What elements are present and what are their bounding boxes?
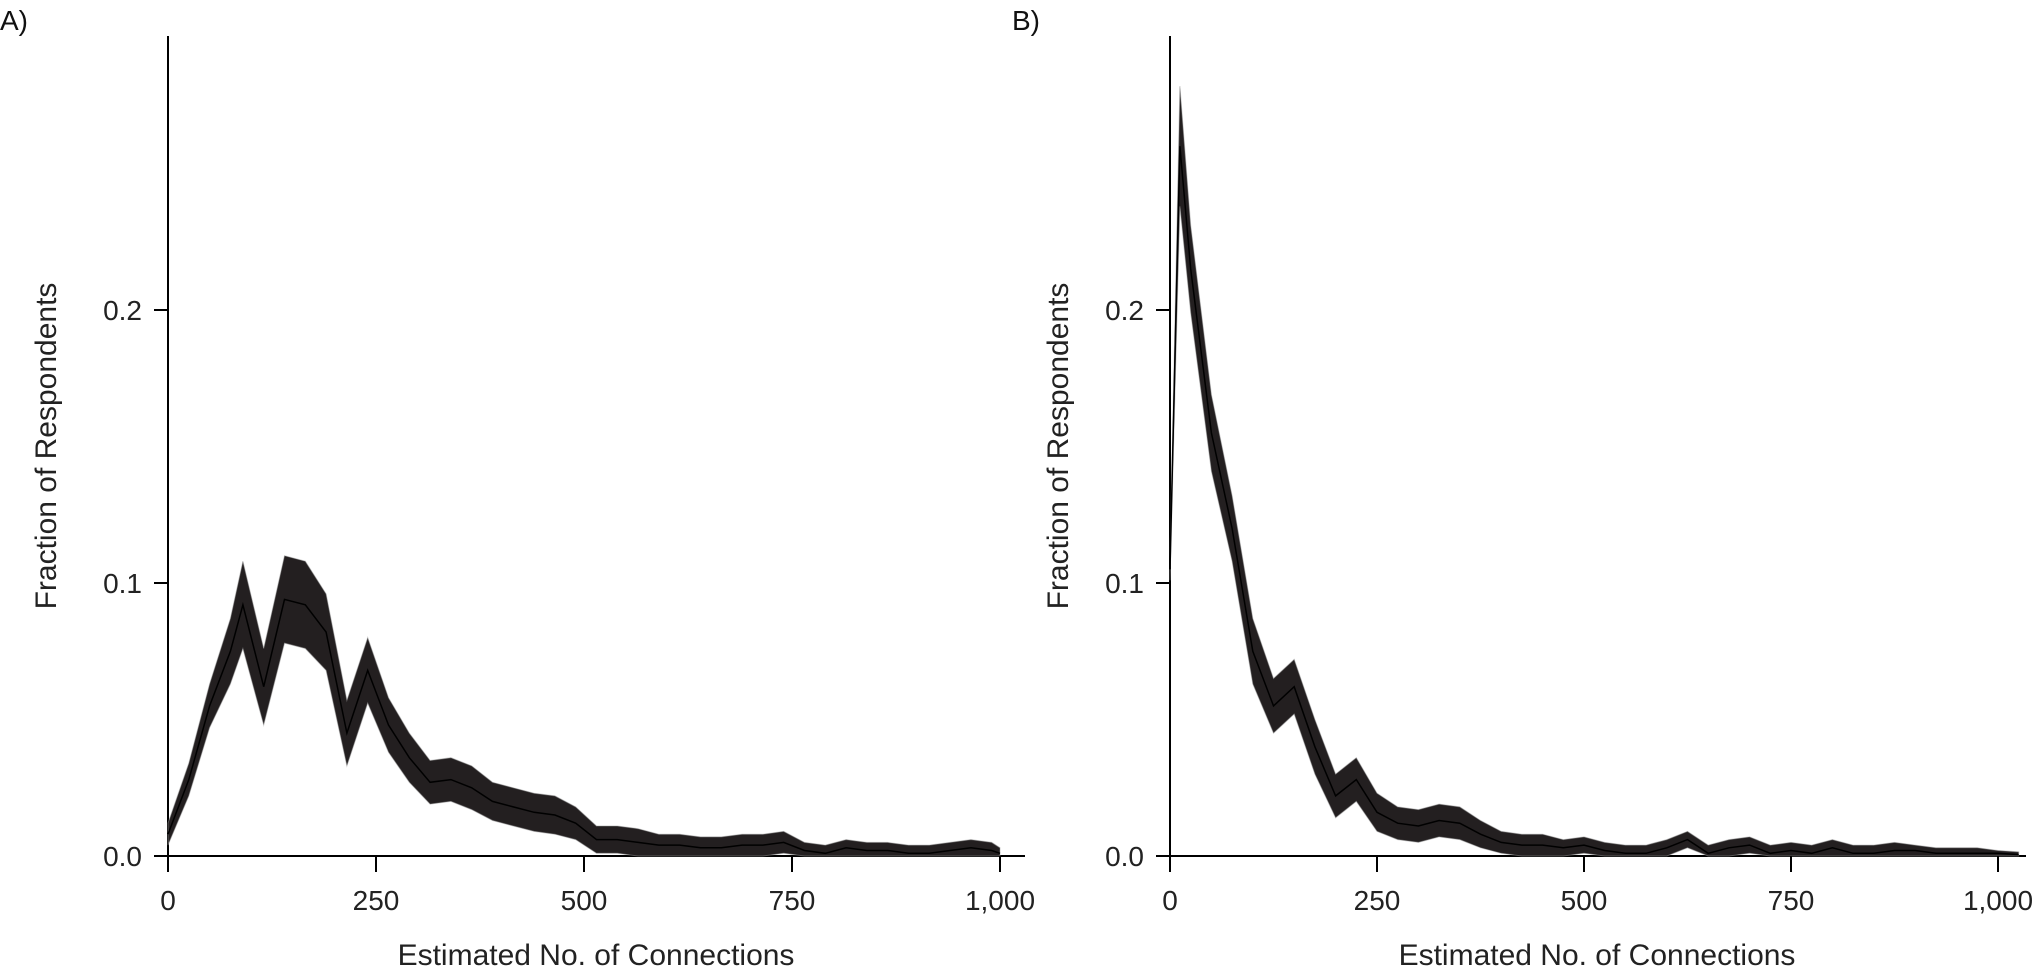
- x-tick-label: 250: [1354, 885, 1401, 916]
- panel-a-label: A): [0, 5, 28, 36]
- series-band: [1169, 86, 2020, 857]
- x-tick-label: 500: [561, 885, 608, 916]
- series-line: [1169, 146, 2019, 856]
- panel-b-ticks: 0 250 500 750 1,000 0.0 0.1 0.2: [1105, 295, 2033, 916]
- panel-b-y-axis-title: Fraction of Respondents: [1042, 283, 1075, 610]
- panel-b-x-axis-title: Estimated No. of Connections: [1399, 939, 1796, 972]
- series-line: [167, 598, 1001, 855]
- x-tick-label: 1,000: [1963, 885, 2033, 916]
- panel-b: B) 0 250 500 750 1,000 0.0 0.1 0.2 Estimated No…: [1012, 5, 2033, 972]
- x-tick-label: 0: [1162, 885, 1178, 916]
- panel-b-label: B): [1012, 5, 1040, 36]
- x-tick-label: 750: [1768, 885, 1815, 916]
- x-tick-label: 750: [769, 885, 816, 916]
- y-tick-label: 0.1: [103, 568, 142, 599]
- panel-a-y-axis-title: Fraction of Respondents: [30, 283, 63, 610]
- y-tick-label: 0.2: [1105, 295, 1144, 326]
- y-tick-label: 0.0: [103, 841, 142, 872]
- series-band: [167, 555, 1001, 857]
- x-tick-label: 500: [1561, 885, 1608, 916]
- x-tick-label: 250: [353, 885, 400, 916]
- panel-a-marks: [167, 555, 1001, 857]
- panel-a-x-axis-title: Estimated No. of Connections: [398, 939, 795, 972]
- y-tick-label: 0.0: [1105, 841, 1144, 872]
- panel-b-marks: [1169, 86, 2020, 857]
- x-tick-label: 0: [160, 885, 176, 916]
- panel-a: A) 0 250 500 750 1,000 0.0 0.1 0.2 Estimated No…: [0, 5, 1035, 972]
- y-tick-label: 0.2: [103, 295, 142, 326]
- panel-a-ticks: 0 250 500 750 1,000 0.0 0.1 0.2: [103, 295, 1035, 916]
- x-tick-label: 1,000: [965, 885, 1035, 916]
- y-tick-label: 0.1: [1105, 568, 1144, 599]
